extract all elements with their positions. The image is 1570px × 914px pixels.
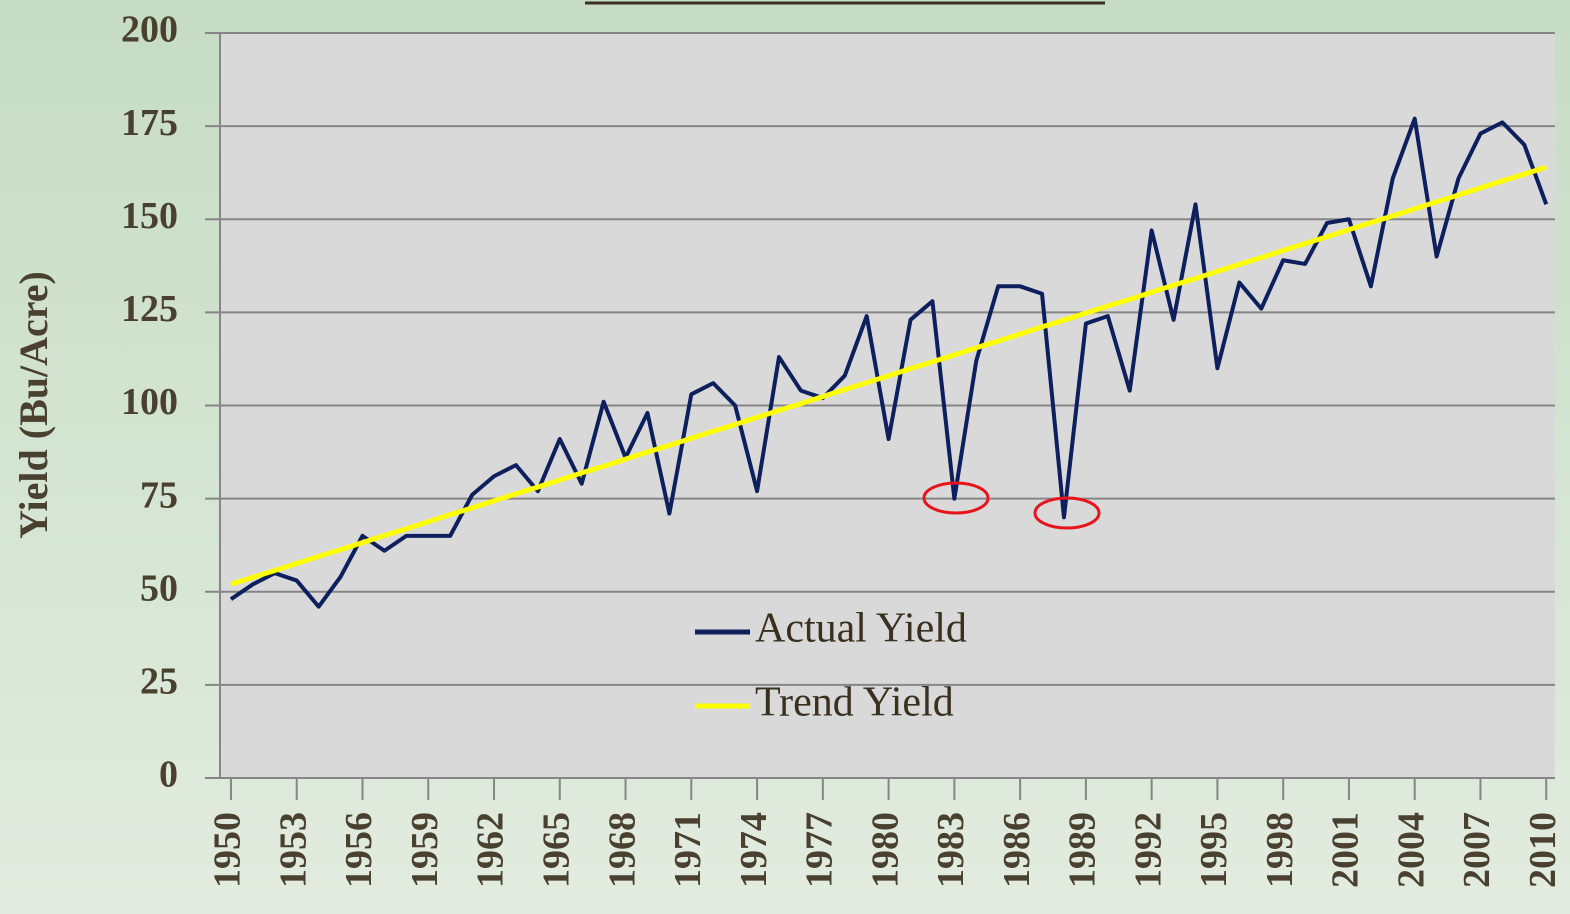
x-tick-label: 2010 <box>1522 812 1564 888</box>
x-tick-label: 1959 <box>404 812 446 888</box>
x-tick-label: 1962 <box>470 812 512 888</box>
y-tick-label: 50 <box>140 567 178 609</box>
y-axis-label: Yield (Bu/Acre) <box>11 271 56 539</box>
y-tick-label: 0 <box>159 754 178 796</box>
y-tick-label: 100 <box>121 381 178 423</box>
y-tick-label: 150 <box>121 195 178 237</box>
x-tick-label: 2004 <box>1390 812 1432 888</box>
y-tick-label: 25 <box>140 661 178 703</box>
legend-label: Actual Yield <box>755 606 967 652</box>
highlight-circle <box>1033 496 1101 530</box>
x-tick-label: 1971 <box>667 812 709 888</box>
x-tick-label: 2001 <box>1325 812 1367 888</box>
y-tick-label: 200 <box>121 9 178 51</box>
x-tick-label: 1956 <box>338 812 380 888</box>
x-tick-label: 1968 <box>601 812 643 888</box>
series-line <box>230 164 1547 587</box>
x-tick-label: 1989 <box>1062 812 1104 888</box>
x-tick-label: 1953 <box>272 812 314 888</box>
x-tick-label: 1965 <box>535 812 577 888</box>
x-tick-label: 1977 <box>799 812 841 888</box>
x-tick-label: 1950 <box>207 812 249 888</box>
x-tick-label: 1974 <box>733 812 775 888</box>
x-tick-label: 1983 <box>930 812 972 888</box>
x-tick-label: 1980 <box>864 812 906 888</box>
x-tick-label: 1998 <box>1259 812 1301 888</box>
x-tick-label: 2007 <box>1456 812 1498 888</box>
highlight-circle <box>922 481 990 515</box>
y-tick-label: 175 <box>121 102 178 144</box>
x-tick-label: 1986 <box>996 812 1038 888</box>
x-tick-label: 1995 <box>1193 812 1235 888</box>
series-line <box>229 116 1549 609</box>
x-tick-label: 1992 <box>1127 812 1169 888</box>
y-tick-label: 125 <box>121 288 178 330</box>
y-tick-label: 75 <box>140 474 178 516</box>
legend-label: Trend Yield <box>755 680 954 726</box>
